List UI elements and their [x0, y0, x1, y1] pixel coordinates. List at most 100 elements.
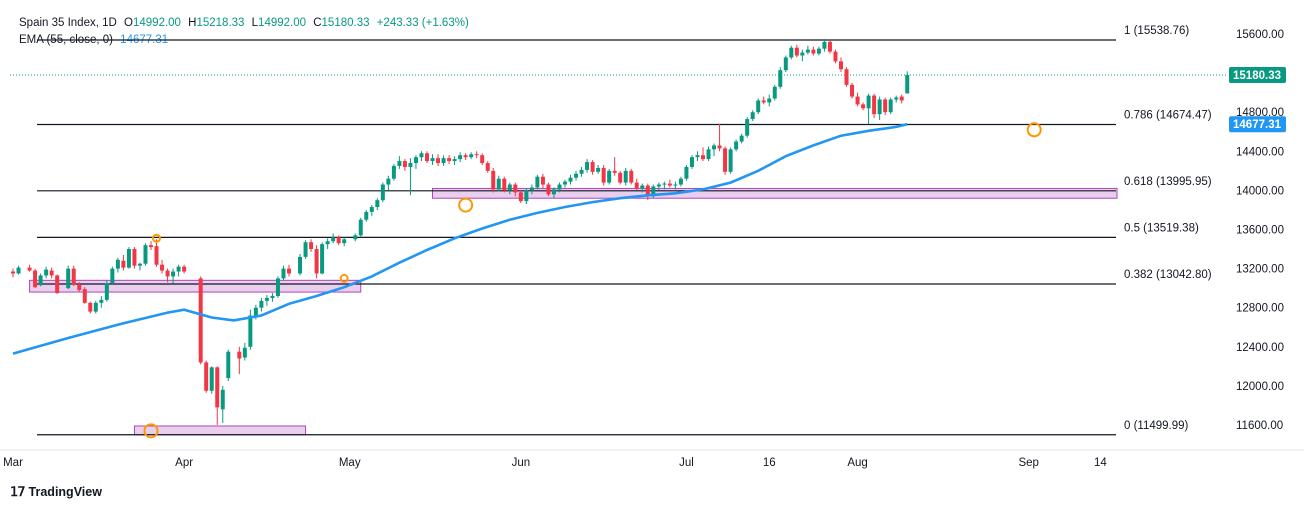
close-label: C [313, 17, 322, 29]
chart-legend: Spain 35 Index, 1D O14992.00 H15218.33 L… [19, 17, 473, 29]
candle-body [237, 351, 242, 359]
marker-circle [339, 273, 349, 283]
candle-body [701, 155, 705, 160]
y-tick-label: 12400.00 [1236, 342, 1284, 354]
x-axis[interactable]: Mar Apr May Jun Jul 16 Aug Sep 14 [0, 449, 1304, 469]
tradingview-logo[interactable]: 𝟣𝟩 TradingView [10, 484, 102, 500]
candle-body [182, 266, 187, 272]
fib-label: 1 (15538.76) [1124, 25, 1189, 37]
candle-body [596, 167, 601, 172]
candle-body [491, 170, 496, 190]
support-zone [432, 187, 1118, 199]
candle-body [44, 269, 49, 276]
candle-body [535, 176, 540, 188]
fibonacci-levels: 1 (15538.76) 0.786 (14674.47) 0.618 (13995… [37, 25, 1212, 436]
support-zone [29, 279, 362, 293]
high-label: H [188, 17, 197, 29]
candle-body [419, 153, 424, 158]
candle-body [789, 47, 794, 58]
candle-body [607, 170, 612, 183]
candle-body [551, 189, 556, 195]
candle-body [121, 260, 126, 268]
candle-body [866, 95, 871, 109]
low-value: 14992.00 [258, 17, 307, 29]
candle-body [563, 181, 567, 185]
candle-body [264, 297, 269, 301]
candle-body [656, 184, 661, 187]
symbol-title[interactable]: Spain 35 Index, 1D [19, 17, 117, 29]
candle-body [750, 112, 755, 120]
candle-body [143, 245, 148, 264]
x-tick-label: Jun [512, 457, 531, 469]
candle-body [253, 307, 258, 316]
candle-body [839, 61, 843, 70]
candle-body [662, 183, 667, 185]
candle-body [132, 249, 137, 266]
candle-body [618, 172, 623, 183]
y-tick-label: 14000.00 [1236, 185, 1284, 197]
x-tick-label: Sep [1018, 457, 1038, 469]
candle-body [463, 155, 468, 158]
brand-name: TradingView [28, 485, 102, 499]
candle-body [38, 275, 43, 286]
candle-body [502, 178, 507, 191]
candle-body [298, 256, 303, 274]
ema-line [12, 122, 908, 355]
x-tick-label: 14 [1094, 457, 1107, 469]
candle-body [320, 244, 325, 274]
fib-label: 0.382 (13042.80) [1124, 269, 1212, 281]
candle-body [397, 161, 402, 166]
candle-body [358, 219, 363, 236]
candle-body [524, 190, 529, 202]
candle-body [557, 184, 562, 190]
last-price-tag: 15180.33 [1233, 70, 1281, 82]
candle-body [673, 184, 678, 186]
candle-body [767, 98, 772, 103]
candle-body [430, 158, 435, 162]
candle-body [761, 100, 766, 103]
candle-body [717, 145, 722, 149]
candle-body [894, 97, 899, 100]
candle-body [380, 184, 385, 201]
candle-body [198, 278, 203, 363]
candle-body [706, 149, 711, 160]
candle-body [684, 166, 689, 179]
candle-body [375, 200, 380, 208]
candle-body [336, 237, 341, 244]
candle-body [391, 165, 396, 179]
candle-body [11, 271, 15, 274]
candle-body [242, 347, 247, 358]
candle-body [585, 162, 590, 170]
candle-body [160, 264, 165, 271]
open-value: 14992.00 [132, 17, 181, 29]
x-tick-label: 16 [763, 457, 776, 469]
candle-body [342, 239, 347, 244]
candle-body [805, 49, 810, 53]
candle-body [579, 169, 584, 174]
candle-body [794, 47, 799, 56]
candle-body [745, 119, 750, 136]
candle-body [55, 275, 60, 294]
fib-label: 0 (11499.99) [1124, 420, 1189, 432]
candle-body [110, 268, 115, 284]
candle-body [689, 157, 694, 167]
candle-body [171, 271, 176, 277]
y-axis[interactable]: 11600.00 12000.00 12400.00 12800.00 13200.00… [1236, 29, 1284, 432]
candle-body [739, 135, 744, 142]
candle-body [77, 284, 82, 291]
candle-body [905, 75, 910, 94]
candle-body [259, 300, 264, 308]
candle-body [66, 268, 71, 289]
candle-body [507, 184, 512, 191]
candle-body [783, 57, 788, 71]
candle-body [402, 161, 407, 167]
support-zone [133, 425, 307, 436]
candle-body [529, 187, 534, 191]
candle-body [590, 162, 595, 172]
candle-body [458, 155, 463, 160]
candle-body [413, 157, 418, 164]
candle-body [651, 186, 656, 197]
candle-body [104, 283, 109, 300]
candle-body [303, 242, 308, 257]
